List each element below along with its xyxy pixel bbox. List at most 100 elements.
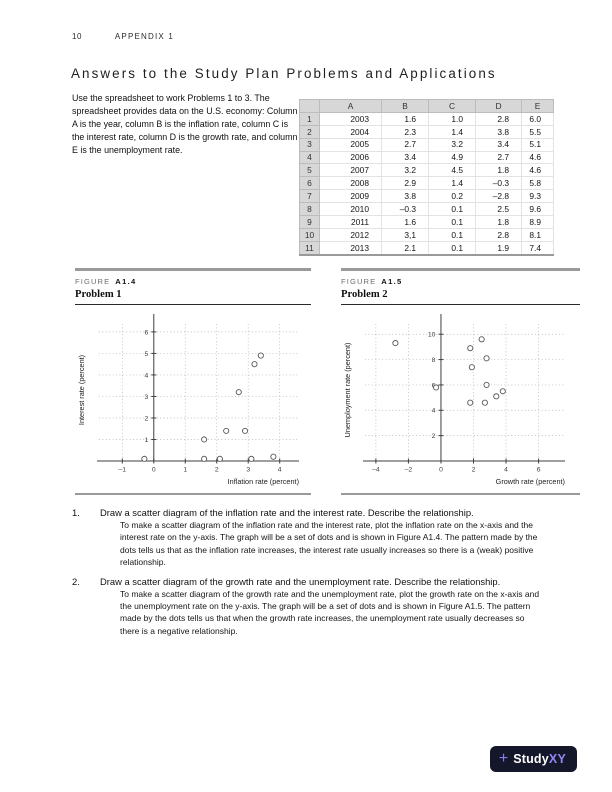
- sheet-row-number: 6: [299, 176, 320, 191]
- sheet-cell: 2.8: [475, 227, 522, 242]
- figure-subtitle: Problem 2: [341, 288, 388, 300]
- sheet-row: 10 2012 3,1 0.1 2.8 8.1: [299, 227, 554, 242]
- svg-text:2: 2: [215, 466, 219, 473]
- svg-text:6: 6: [145, 329, 149, 336]
- sheet-cell: 2.8: [475, 111, 522, 126]
- answer-item-2: 2. Draw a scatter diagram of the growth …: [72, 576, 544, 638]
- sheet-cell: 0.1: [428, 215, 476, 229]
- sheet-row-number: 7: [299, 189, 320, 204]
- figure-top-rule: [75, 268, 311, 271]
- sheet-row: 6 2008 2.9 1.4 –0.3 5.8: [299, 176, 554, 191]
- spreadsheet: A B C D E 1 2003 1.6 1.0 2.8 6.0 2 2004 2.3 1.4 3.8 5.5 3…: [299, 99, 554, 256]
- sheet-row: 9 2011 1.6 0.1 1.8 8.9: [299, 215, 554, 229]
- svg-text:1: 1: [183, 466, 187, 473]
- sheet-cell: 0.2: [428, 189, 476, 204]
- sheet-row-number: 8: [299, 202, 320, 217]
- sheet-cell: 5.1: [521, 137, 554, 152]
- sheet-cell: 2004: [319, 124, 382, 139]
- sheet-column-header: B: [381, 99, 429, 113]
- studyxy-logo[interactable]: + Study XY: [489, 746, 577, 772]
- sheet-row: 4 2006 3.4 4.9 2.7 4.6: [299, 150, 554, 165]
- figure-caption: FIGURE A1.4: [75, 277, 311, 286]
- sheet-cell: 2.7: [475, 150, 522, 165]
- answer-number: 1.: [72, 507, 80, 518]
- figure-number: A1.4: [115, 276, 137, 286]
- answer-item-1: 1. Draw a scatter diagram of the inflati…: [72, 507, 544, 569]
- sheet-cell: 1.0: [428, 111, 476, 126]
- sheet-cell: 0.1: [428, 240, 476, 256]
- spreadsheet-table: A B C D E 1 2003 1.6 1.0 2.8 6.0 2 2004 2.3 1.4 3.8 5.5 3…: [299, 99, 554, 256]
- logo-text-study: Study: [513, 752, 549, 766]
- sheet-cell: 2010: [319, 202, 382, 217]
- answer-body: Draw a scatter diagram of the inflation …: [100, 507, 544, 569]
- svg-text:Interest rate (percent): Interest rate (percent): [77, 354, 86, 424]
- sheet-cell: 3.2: [381, 163, 429, 178]
- sheet-cell: 4.6: [521, 150, 554, 165]
- plus-icon: +: [498, 749, 509, 767]
- sheet-cell: 1.8: [475, 163, 522, 178]
- svg-text:2: 2: [145, 415, 149, 422]
- sheet-column-header: D: [475, 99, 522, 113]
- sheet-cell: 3,1: [381, 227, 429, 242]
- sheet-row-number: 2: [299, 124, 320, 139]
- sheet-cell: –2.8: [475, 189, 522, 204]
- svg-text:1: 1: [145, 436, 149, 443]
- svg-text:3: 3: [145, 393, 149, 400]
- svg-text:6: 6: [537, 466, 541, 473]
- figure-kicker: FIGURE: [75, 276, 111, 286]
- svg-text:2: 2: [472, 466, 476, 473]
- sheet-row-number: 10: [299, 227, 320, 242]
- figure-subtitle: Problem 1: [75, 288, 122, 300]
- figure-number: A1.5: [381, 276, 403, 286]
- sheet-row: 8 2010 –0.3 0.1 2.5 9.6: [299, 202, 554, 217]
- sheet-cell: 2012: [319, 227, 382, 242]
- sheet-row: 5 2007 3.2 4.5 1.8 4.6: [299, 163, 554, 178]
- sheet-cell: 2013: [319, 240, 382, 256]
- svg-text:–2: –2: [405, 466, 413, 473]
- sheet-cell: 2008: [319, 176, 382, 191]
- svg-text:10: 10: [428, 331, 436, 338]
- sheet-row-number: 9: [299, 215, 320, 229]
- svg-text:–4: –4: [372, 466, 380, 473]
- sheet-cell: 2011: [319, 215, 382, 229]
- figure-kicker: FIGURE: [341, 276, 377, 286]
- sheet-cell: 1.8: [475, 215, 522, 229]
- sheet-column-header: A: [319, 99, 382, 113]
- sheet-cell: 2.9: [381, 176, 429, 191]
- svg-text:4: 4: [504, 466, 508, 473]
- sheet-row-number: 5: [299, 163, 320, 178]
- sheet-cell: 2.5: [475, 202, 522, 217]
- answer-text: To make a scatter diagram of the growth …: [120, 588, 540, 636]
- sheet-cell: 2003: [319, 111, 382, 126]
- sheet-cell: 7.4: [521, 240, 554, 256]
- figure-divider: [75, 303, 311, 305]
- sheet-cell: 1.4: [428, 124, 476, 139]
- sheet-cell: 4.5: [428, 163, 476, 178]
- svg-text:Inflation rate (percent): Inflation rate (percent): [228, 477, 299, 486]
- svg-text:2: 2: [432, 433, 436, 440]
- svg-text:4: 4: [278, 466, 282, 473]
- sheet-cell: 2007: [319, 163, 382, 178]
- svg-text:3: 3: [246, 466, 250, 473]
- intro-paragraph: Use the spreadsheet to work Problems 1 t…: [72, 93, 298, 156]
- question-text: Draw a scatter diagram of the growth rat…: [100, 575, 501, 587]
- sheet-cell: 2.3: [381, 124, 429, 139]
- figure-caption: FIGURE A1.5: [341, 277, 580, 286]
- sheet-cell: 1.4: [428, 176, 476, 191]
- sheet-cell: 8.9: [521, 215, 554, 229]
- sheet-cell: 1.9: [475, 240, 522, 256]
- svg-text:0: 0: [439, 466, 443, 473]
- sheet-cell: 3.8: [381, 189, 429, 204]
- sheet-cell: 4.6: [521, 163, 554, 178]
- sheet-cell: 2006: [319, 150, 382, 165]
- sheet-row-number: 1: [299, 111, 320, 126]
- svg-text:5: 5: [145, 350, 149, 357]
- sheet-cell: 2.1: [381, 240, 429, 256]
- sheet-row-number: 11: [299, 240, 320, 256]
- sheet-cell: 0.1: [428, 202, 476, 217]
- page-title: Answers to the Study Plan Problems and A…: [71, 66, 497, 81]
- sheet-cell: 3.2: [428, 137, 476, 152]
